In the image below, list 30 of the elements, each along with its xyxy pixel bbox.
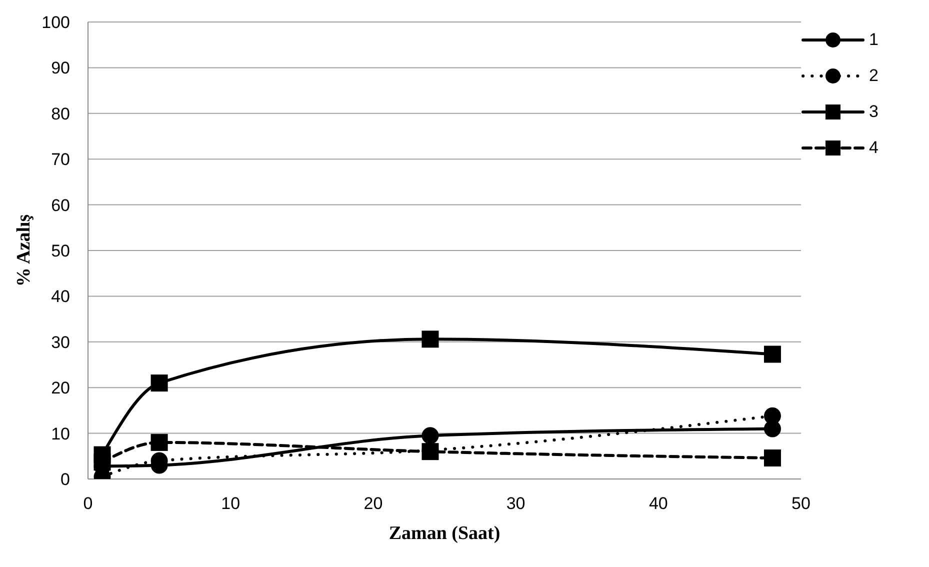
y-tick-label: 60 [51, 196, 70, 215]
point [150, 434, 168, 451]
point [764, 346, 781, 363]
x-tick-label: 10 [221, 494, 240, 514]
y-tick-label: 100 [42, 13, 70, 32]
point [150, 374, 168, 392]
y-tick-label: 10 [51, 424, 70, 444]
y-tick-label: 40 [51, 287, 70, 306]
y-tick-label: 20 [51, 378, 70, 398]
x-tick-label: 0 [83, 494, 93, 514]
point [422, 330, 439, 348]
x-tick-label: 50 [792, 494, 810, 514]
legend-label: 1 [869, 30, 878, 50]
y-tick-label: 70 [51, 150, 70, 170]
point [764, 449, 781, 466]
point [764, 407, 781, 424]
x-tick-label: 40 [648, 494, 668, 514]
x-tick-label: 20 [364, 494, 383, 514]
legend-label: 3 [869, 102, 878, 122]
legend-label: 2 [869, 66, 878, 86]
x-axis-title: Zaman (Saat) [388, 523, 500, 544]
x-tick-label: 30 [506, 494, 526, 514]
y-axis-title: % Azalış [14, 214, 35, 287]
y-tick-label: 80 [51, 104, 70, 124]
y-tick-label: 0 [60, 470, 70, 490]
y-tick-label: 30 [51, 332, 70, 352]
legend-label: 4 [869, 138, 878, 158]
y-tick-label: 90 [51, 58, 70, 78]
point [422, 427, 439, 444]
y-tick-label: 50 [51, 242, 70, 261]
